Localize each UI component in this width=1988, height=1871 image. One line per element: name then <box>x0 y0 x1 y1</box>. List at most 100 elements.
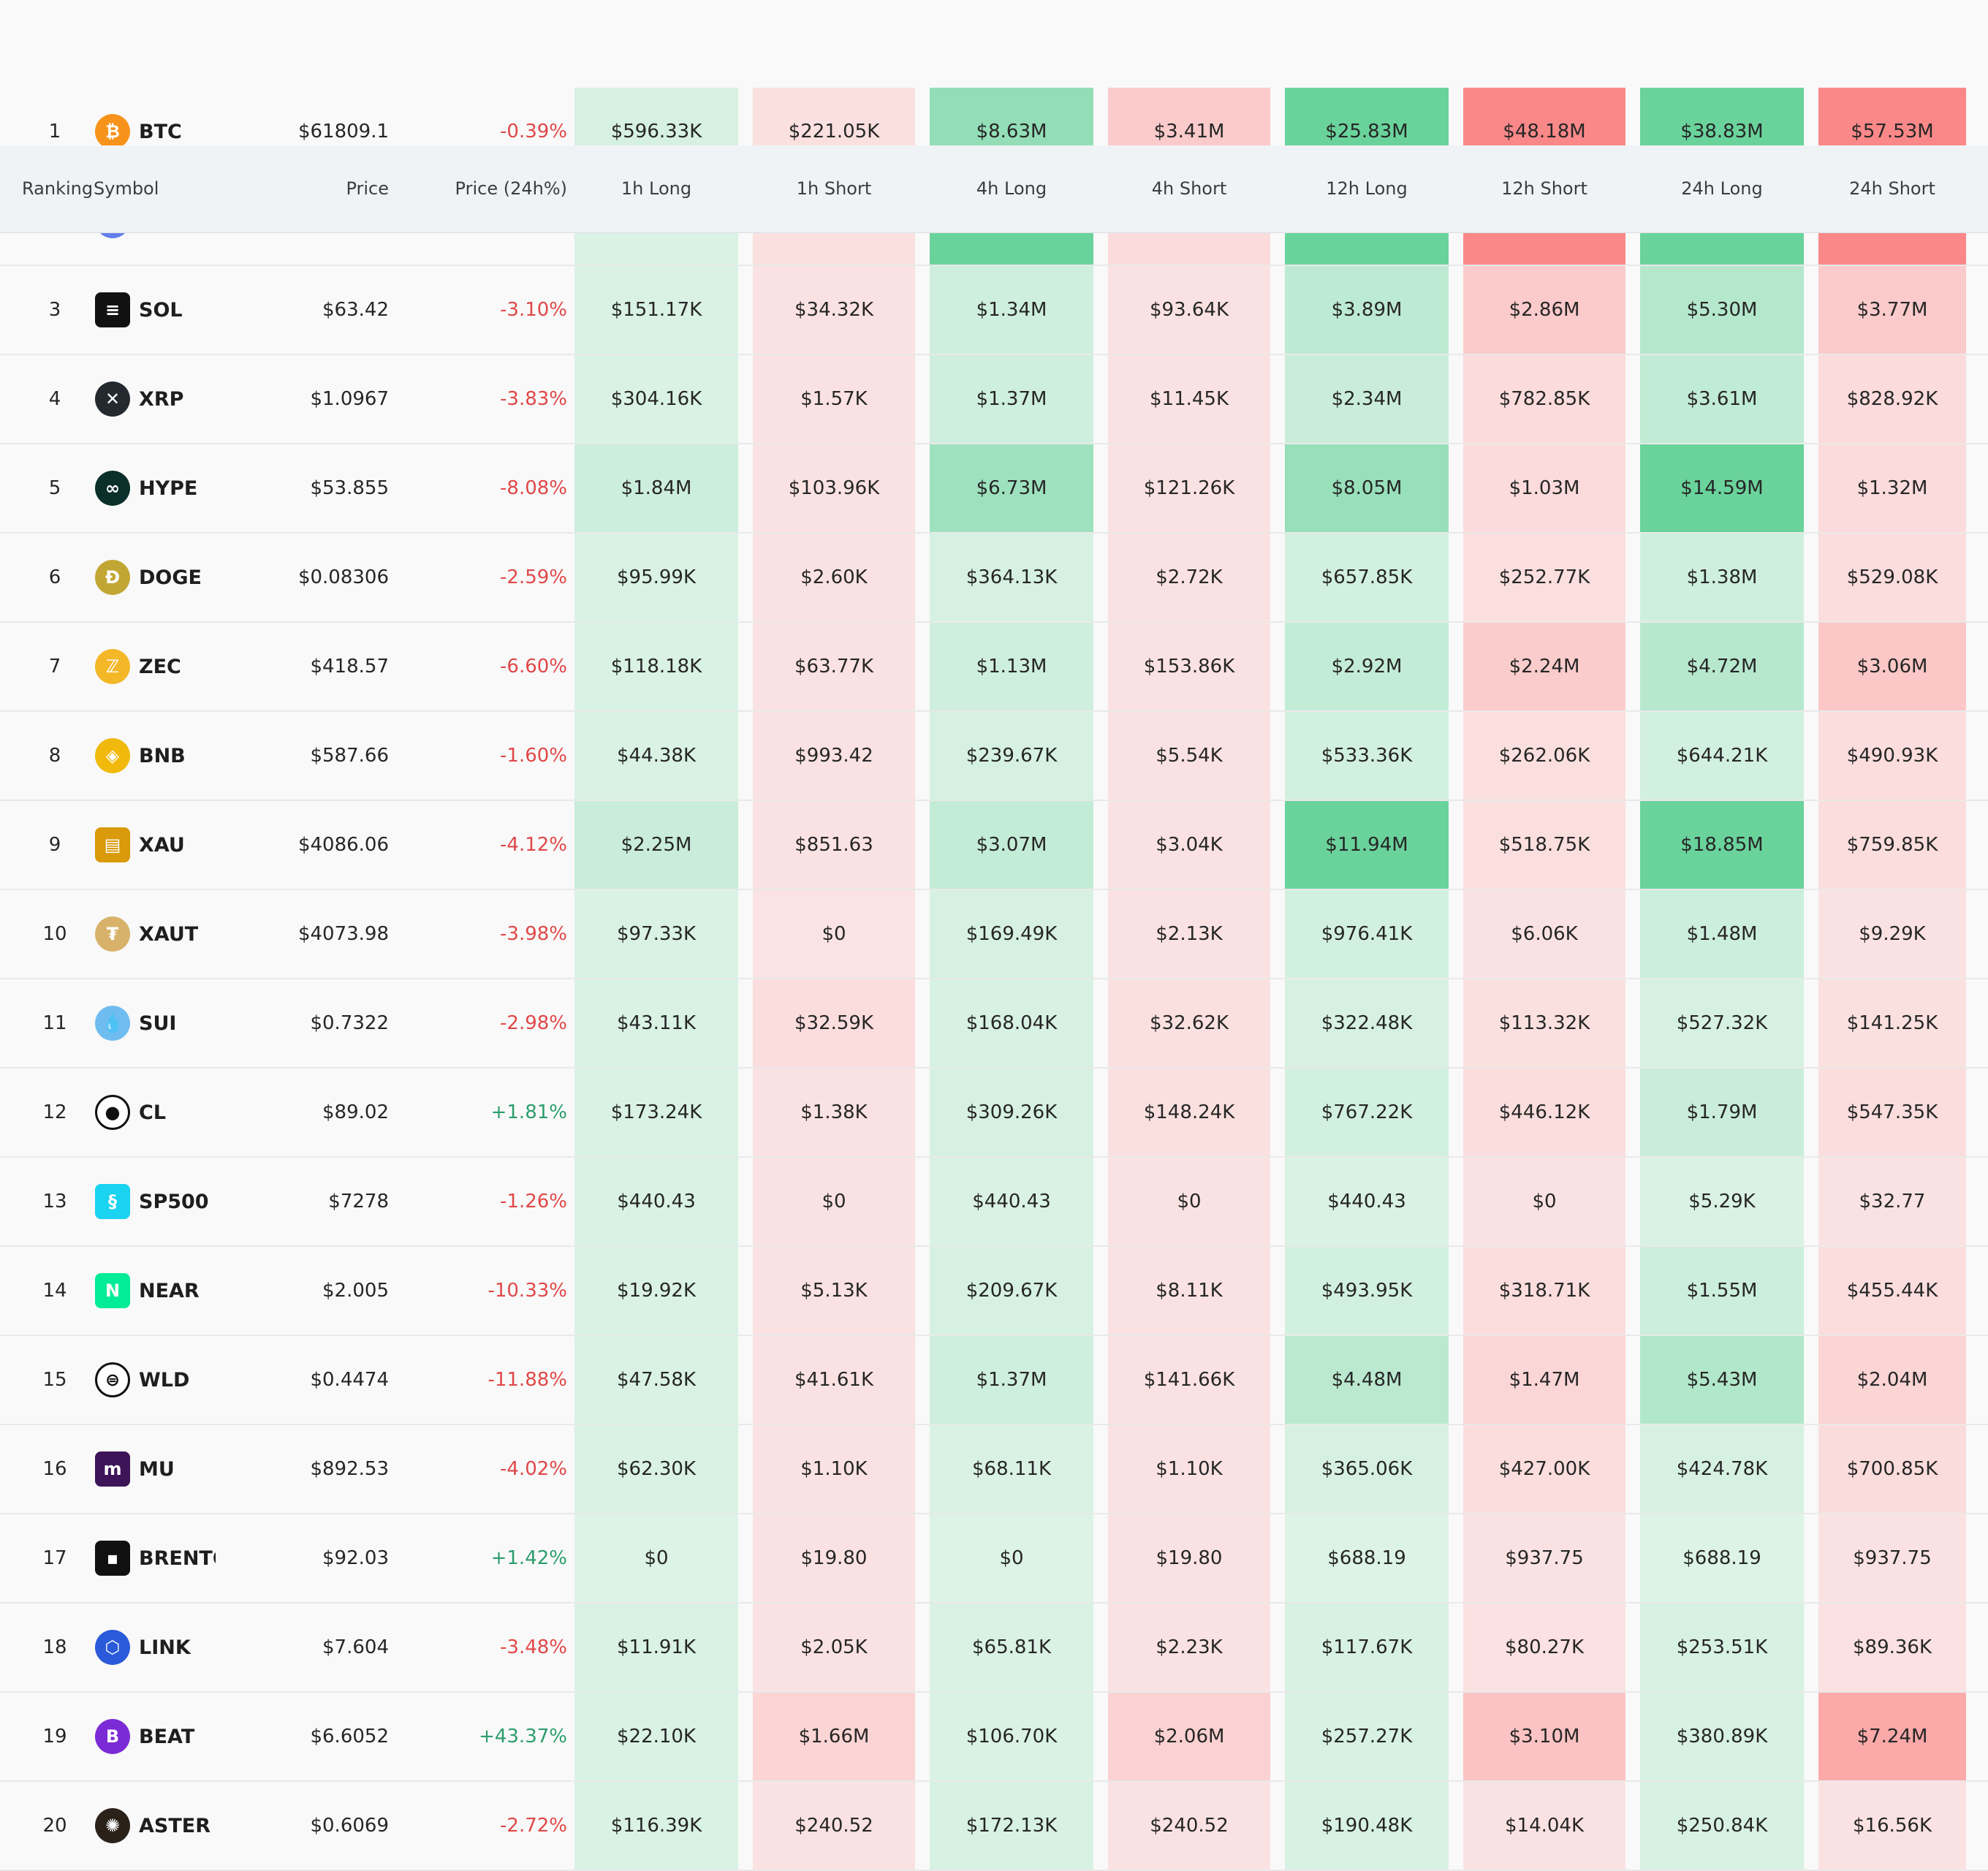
cell-12h-long: $8.05M <box>1285 444 1449 532</box>
cell-4h-long: $3.07M <box>930 801 1093 889</box>
table-row[interactable]: $118.18K $63.77K $1.13M $153.86K $2.92M $2.24… <box>0 623 1988 712</box>
table-row[interactable]: $11.91K $2.05K $65.81K $2.23K $117.67K $80.27… <box>0 1604 1988 1693</box>
cell-1h-long: $43.11K <box>574 979 738 1067</box>
beat-icon: B <box>95 1719 130 1754</box>
symbol-cell[interactable]: ✺ ASTER <box>95 1782 227 1870</box>
table-row[interactable]: $0 $19.80 $0 $19.80 $688.19 $937.75 $688.19 $93… <box>0 1514 1988 1604</box>
cell-24h-short: $828.92K <box>1818 355 1966 443</box>
symbol-cell[interactable]: ⊜ WLD <box>95 1336 227 1424</box>
cell-24h-short: $700.85K <box>1818 1425 1966 1513</box>
symbol-label: BEAT <box>139 1725 195 1748</box>
cell-12h-long: $976.41K <box>1285 890 1449 978</box>
symbol-cell[interactable]: Ð DOGE <box>95 534 227 621</box>
symbol-cell[interactable]: ≡ SOL <box>95 266 227 354</box>
cell-12h-long: $11.94M <box>1285 801 1449 889</box>
symbol-cell[interactable]: § SP500 <box>95 1158 227 1245</box>
table-row[interactable]: $1.84M $103.96K $6.73M $121.26K $8.05M $1.03M… <box>0 444 1988 534</box>
cell-24h-long: $5.30M <box>1640 266 1804 354</box>
header-ranking[interactable]: Ranking <box>22 178 94 199</box>
cell-1h-short: $34.32K <box>753 266 915 354</box>
table-row[interactable]: $596.33K $221.05K $8.63M $3.41M $25.83M $48.1… <box>0 88 1988 177</box>
symbol-cell[interactable]: ▪ BRENTOIL <box>95 1514 227 1602</box>
symbol-label: BTC <box>139 120 182 143</box>
table-row[interactable]: $173.24K $1.38K $309.26K $148.24K $767.22K $4… <box>0 1069 1988 1158</box>
header-symbol[interactable]: Symbol <box>94 178 159 199</box>
price-change-value: -6.60% <box>500 656 567 678</box>
header-12h-long[interactable]: 12h Long <box>1326 178 1408 199</box>
cell-24h-short: $529.08K <box>1818 534 1966 621</box>
symbol-cell[interactable]: ◈ BNB <box>95 712 227 800</box>
header-1h-short[interactable]: 1h Short <box>796 178 872 199</box>
header-4h-long[interactable]: 4h Long <box>976 178 1047 199</box>
cell-1h-short: $32.59K <box>753 979 915 1067</box>
table-row[interactable]: $304.16K $1.57K $1.37M $11.45K $2.34M $782.85… <box>0 355 1988 444</box>
table-header: Ranking Symbol Price Price (24h%) 1h Lon… <box>0 145 1988 233</box>
cell-12h-short: $3.10M <box>1463 1693 1625 1780</box>
cell-4h-long: $239.67K <box>930 712 1093 800</box>
price-change-value: -11.88% <box>487 1369 567 1391</box>
header-4h-short[interactable]: 4h Short <box>1151 178 1227 199</box>
table-row[interactable]: $19.92K $5.13K $209.67K $8.11K $493.95K $318.… <box>0 1247 1988 1336</box>
cell-1h-short: $41.61K <box>753 1336 915 1424</box>
table-row[interactable]: $22.10K $1.66M $106.70K $2.06M $257.27K $3.10… <box>0 1693 1988 1782</box>
cell-1h-short: $851.63 <box>753 801 915 889</box>
cell-12h-short: $113.32K <box>1463 979 1625 1067</box>
price-change-value: -4.02% <box>500 1458 567 1480</box>
header-1h-long[interactable]: 1h Long <box>621 178 692 199</box>
price-value: $4086.06 <box>297 834 389 856</box>
rank-number: 5 <box>48 477 61 499</box>
table-row[interactable]: $43.11K $32.59K $168.04K $32.62K $322.48K $11… <box>0 979 1988 1069</box>
symbol-cell[interactable]: ℤ ZEC <box>95 623 227 710</box>
symbol-cell[interactable]: ₿ BTC <box>95 88 227 175</box>
table-row[interactable]: $47.58K $41.61K $1.37M $141.66K $4.48M $1.47M… <box>0 1336 1988 1425</box>
symbol-cell[interactable]: ⬡ LINK <box>95 1604 227 1691</box>
header-price-change[interactable]: Price (24h%) <box>455 178 567 199</box>
cell-4h-long: $6.73M <box>930 444 1093 532</box>
rank-number: 7 <box>48 656 61 678</box>
cell-12h-short: $2.86M <box>1463 266 1625 354</box>
symbol-cell[interactable]: ▤ XAU <box>95 801 227 889</box>
symbol-cell[interactable]: ₮ XAUT <box>95 890 227 978</box>
table-row[interactable]: $62.30K $1.10K $68.11K $1.10K $365.06K $427.0… <box>0 1425 1988 1514</box>
symbol-label: XAU <box>139 833 185 857</box>
price-value: $587.66 <box>310 745 389 767</box>
symbol-label: CL <box>139 1101 167 1124</box>
table-row[interactable]: $97.33K $0 $169.49K $2.13K $976.41K $6.06K $1.… <box>0 890 1988 979</box>
symbol-cell[interactable]: 💧 SUI <box>95 979 227 1067</box>
near-icon: N <box>95 1273 130 1308</box>
cell-24h-long: $18.85M <box>1640 801 1804 889</box>
table-row[interactable]: $44.38K $993.42 $239.67K $5.54K $533.36K $262… <box>0 712 1988 801</box>
price-change-value: +43.37% <box>479 1726 567 1747</box>
price-change-value: -10.33% <box>487 1280 567 1302</box>
dogecoin-icon: Ð <box>95 560 130 595</box>
table-row[interactable]: $95.99K $2.60K $364.13K $2.72K $657.85K $252.… <box>0 534 1988 623</box>
cell-1h-long: $173.24K <box>574 1069 738 1156</box>
symbol-cell[interactable]: ● CL <box>95 1069 227 1156</box>
header-24h-long[interactable]: 24h Long <box>1681 178 1763 199</box>
price-change-value: -3.98% <box>500 923 567 945</box>
rank-number: 4 <box>48 388 61 410</box>
oil-drop-icon: ● <box>95 1095 130 1130</box>
symbol-cell[interactable]: m MU <box>95 1425 227 1513</box>
header-12h-short[interactable]: 12h Short <box>1501 178 1587 199</box>
cell-12h-short: $782.85K <box>1463 355 1625 443</box>
symbol-cell[interactable]: N NEAR <box>95 1247 227 1335</box>
table-row[interactable]: $116.39K $240.52 $172.13K $240.52 $190.48K $1… <box>0 1782 1988 1871</box>
solana-icon: ≡ <box>95 292 130 327</box>
symbol-cell[interactable]: ✕ XRP <box>95 355 227 443</box>
symbol-cell[interactable]: ∞ HYPE <box>95 444 227 532</box>
cell-4h-short: $240.52 <box>1108 1782 1270 1870</box>
cell-4h-short: $32.62K <box>1108 979 1270 1067</box>
header-price[interactable]: Price <box>346 178 389 199</box>
symbol-cell[interactable]: B BEAT <box>95 1693 227 1780</box>
rank-number: 11 <box>42 1012 67 1034</box>
price-value: $0.08306 <box>297 566 389 588</box>
table-row[interactable]: $440.43 $0 $440.43 $0 $440.43 $0 $5.29K $32.77 1… <box>0 1158 1988 1247</box>
cell-1h-short: $5.13K <box>753 1247 915 1335</box>
cell-1h-long: $440.43 <box>574 1158 738 1245</box>
price-change-value: -8.08% <box>500 477 567 499</box>
header-24h-short[interactable]: 24h Short <box>1849 178 1935 199</box>
table-row[interactable]: $2.25M $851.63 $3.07M $3.04K $11.94M $518.75K… <box>0 801 1988 890</box>
table-row[interactable]: $151.17K $34.32K $1.34M $93.64K $3.89M $2.86M… <box>0 266 1988 355</box>
cell-1h-long: $118.18K <box>574 623 738 710</box>
